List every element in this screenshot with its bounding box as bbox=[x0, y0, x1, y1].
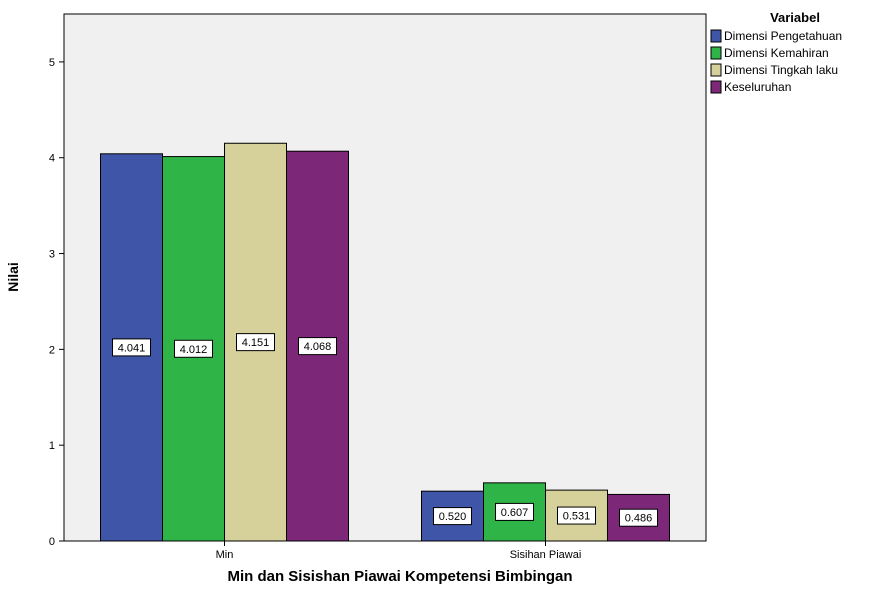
y-axis-label: Nilai bbox=[5, 262, 21, 292]
y-tick-label: 1 bbox=[49, 440, 55, 452]
y-axis: 0 1 2 3 4 5 bbox=[49, 57, 64, 548]
data-label: 0.486 bbox=[625, 513, 653, 525]
data-label: 4.068 bbox=[304, 341, 332, 353]
data-label-box bbox=[557, 506, 596, 525]
legend-swatch bbox=[710, 29, 722, 43]
x-axis: Min Sisihan Piawai bbox=[216, 541, 582, 561]
data-label-box bbox=[619, 508, 658, 527]
legend-title: Variabel bbox=[770, 10, 820, 25]
y-tick-label: 5 bbox=[49, 57, 55, 69]
y-tick-label: 2 bbox=[49, 344, 55, 356]
legend-swatch bbox=[710, 80, 722, 94]
x-axis-label: Min dan Sisishan Piawai Kompetensi Bimbi… bbox=[227, 568, 572, 585]
bars-group: 4.041 4.012 4.151 4.068 0.520 0.607 0.531 0.486 bbox=[100, 142, 670, 542]
legend: Variabel Dimensi Pengetahuan Dimensi Kema… bbox=[710, 10, 842, 94]
legend-entry: Keseluruhan bbox=[724, 80, 791, 94]
y-tick-label: 4 bbox=[49, 153, 55, 165]
x-tick-label: Min bbox=[216, 549, 234, 561]
legend-entry: Dimensi Kemahiran bbox=[724, 46, 829, 60]
y-tick-label: 3 bbox=[49, 249, 55, 261]
data-label-box bbox=[495, 502, 534, 521]
legend-swatch bbox=[710, 46, 722, 60]
legend-entry: Dimensi Tingkah laku bbox=[724, 63, 838, 77]
data-label-box bbox=[112, 338, 151, 357]
data-label-box bbox=[174, 339, 213, 358]
x-tick-label: Sisihan Piawai bbox=[510, 549, 582, 561]
data-label: 0.520 bbox=[439, 511, 467, 523]
legend-swatch bbox=[710, 63, 722, 77]
data-label: 4.151 bbox=[242, 337, 270, 349]
data-label: 4.041 bbox=[118, 342, 146, 354]
y-tick-label: 0 bbox=[49, 536, 55, 548]
data-label: 0.607 bbox=[501, 507, 529, 519]
data-label: 0.531 bbox=[563, 511, 591, 523]
data-label-box bbox=[236, 333, 275, 352]
data-label: 4.012 bbox=[180, 344, 208, 356]
legend-entry: Dimensi Pengetahuan bbox=[724, 29, 842, 43]
data-label-box bbox=[298, 337, 337, 356]
data-label-box bbox=[433, 507, 472, 526]
